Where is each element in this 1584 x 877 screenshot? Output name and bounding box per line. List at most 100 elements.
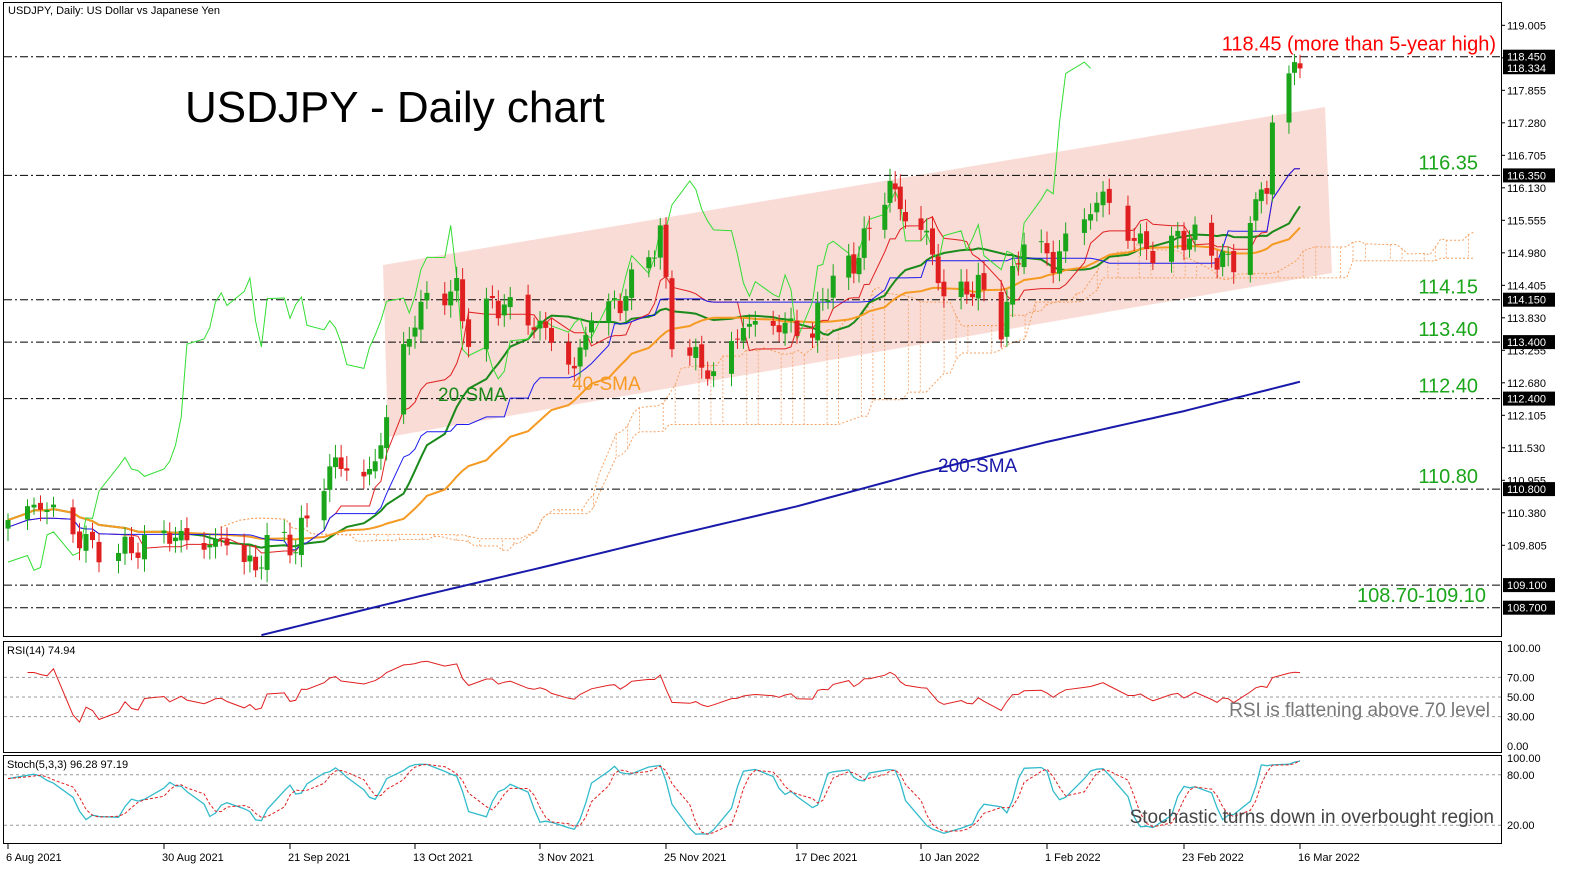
bearish-candle	[851, 254, 857, 274]
bullish-candle	[378, 445, 384, 459]
bullish-candle	[1192, 224, 1198, 240]
level-tag-text: 110.800	[1507, 484, 1546, 496]
bearish-candle	[184, 528, 190, 541]
bearish-candle	[442, 293, 448, 306]
level-tag-text: 112.400	[1507, 394, 1546, 406]
bullish-candle	[44, 510, 50, 512]
bullish-candle	[782, 322, 788, 334]
date-tick-label: 17 Dec 2021	[795, 852, 857, 864]
level-tag-text: 109.100	[1507, 580, 1547, 592]
bullish-candle	[693, 346, 699, 358]
chart-title: USDJPY - Daily chart	[185, 83, 605, 132]
bullish-candle	[424, 292, 430, 301]
bearish-candle	[1231, 251, 1237, 273]
bullish-candle	[213, 539, 218, 547]
bearish-candle	[1015, 263, 1021, 265]
bullish-candle	[815, 302, 821, 341]
bullish-candle	[1220, 251, 1226, 267]
bullish-candle	[483, 298, 489, 350]
bearish-candle	[930, 228, 935, 255]
bearish-candle	[304, 515, 310, 519]
bullish-candle	[122, 536, 128, 554]
candlesticks	[5, 53, 1303, 583]
senkou-span-a	[220, 231, 1475, 551]
bullish-candle	[116, 553, 121, 561]
date-axis: 6 Aug 2021 30 Aug 2021 21 Sep 2021 13 Oct 2…	[6, 844, 1360, 864]
bullish-candle	[887, 181, 893, 203]
stochastic-panel: 100.00 80.00 20.00	[4, 753, 1541, 835]
price-tick-label: 111.530	[1507, 443, 1545, 455]
bullish-candle	[646, 257, 652, 269]
bullish-candle	[612, 298, 617, 300]
bullish-candle	[5, 520, 11, 529]
bullish-candle	[1225, 253, 1231, 255]
rsi-tick-label: 0.00	[1507, 741, 1528, 753]
level-tag-text: 116.350	[1507, 170, 1546, 182]
bullish-candle	[788, 318, 794, 321]
price-tick-label: 117.855	[1507, 85, 1546, 97]
rsi-line	[27, 660, 1301, 724]
bearish-candle	[571, 365, 577, 369]
level-label: 116.35	[1418, 152, 1478, 174]
bullish-candle	[401, 344, 407, 415]
level-tag-text: 114.150	[1507, 295, 1546, 307]
bearish-candle	[525, 294, 531, 326]
stoch-title: Stoch(5,3,3) 96.28 97.19	[7, 759, 128, 771]
price-tick-label: 116.705	[1507, 150, 1546, 162]
date-tick-label: 16 Mar 2022	[1298, 852, 1360, 864]
bullish-candle	[537, 320, 543, 329]
bearish-candle	[38, 502, 43, 510]
sma200-label: 200-SMA	[938, 456, 1018, 477]
indicator-lines	[7, 61, 1301, 637]
bearish-candle	[770, 321, 776, 326]
bullish-candle	[31, 504, 37, 508]
support-resistance-levels: 118.45 (more than 5-year high) 116.35 114.…	[4, 34, 1501, 609]
bullish-candle	[1100, 191, 1106, 206]
price-axis: 119.005118.430117.855117.280116.705116.1…	[1501, 20, 1547, 552]
stoch-panel-frame	[3, 755, 1502, 844]
bullish-candle	[1088, 214, 1094, 221]
bearish-candle	[90, 531, 95, 541]
bearish-candle	[794, 320, 800, 337]
bullish-candle	[657, 225, 663, 258]
bullish-candle	[729, 341, 734, 374]
bullish-candle	[1021, 244, 1027, 268]
bullish-candle	[412, 327, 418, 337]
bullish-candle	[25, 506, 30, 520]
bearish-candle	[964, 281, 970, 295]
bearish-candle	[543, 321, 549, 328]
bearish-candle	[663, 224, 669, 277]
bearish-candle	[466, 319, 472, 347]
bearish-candle	[77, 531, 82, 549]
date-tick-label: 13 Oct 2021	[413, 852, 473, 864]
bullish-candle	[830, 275, 836, 298]
bullish-candle	[623, 296, 629, 311]
level-tag-text: 108.700	[1507, 603, 1547, 615]
price-tick-label: 115.555	[1507, 215, 1546, 227]
bearish-candle	[1144, 231, 1150, 250]
date-tick-label: 6 Aug 2021	[6, 852, 62, 864]
level-label: 118.45 (more than 5-year high)	[1222, 34, 1496, 56]
stoch-annotation: Stochastic turns down in overbought regi…	[1130, 807, 1494, 828]
price-tick-label: 112.105	[1507, 410, 1546, 422]
bullish-candle	[975, 274, 981, 299]
bearish-candle	[495, 300, 501, 319]
level-tag-box	[1503, 482, 1555, 497]
bullish-candle	[589, 320, 594, 333]
bullish-candle	[1137, 233, 1143, 244]
bullish-candle	[501, 304, 507, 316]
level-tag-box	[1503, 391, 1555, 406]
bullish-candle	[418, 301, 424, 330]
bullish-candle	[1169, 235, 1174, 262]
bullish-candle	[327, 466, 333, 490]
rsi-title: RSI(14) 74.94	[7, 645, 75, 657]
bullish-candle	[1258, 189, 1264, 202]
date-tick-label: 23 Feb 2022	[1182, 852, 1244, 864]
bullish-candle	[583, 335, 589, 350]
price-tick-label: 110.380	[1507, 508, 1546, 520]
bullish-candle	[752, 321, 758, 325]
level-tag-box	[1503, 578, 1555, 593]
date-tick-label: 21 Sep 2021	[288, 852, 350, 864]
price-tick-label: 112.680	[1507, 378, 1546, 390]
